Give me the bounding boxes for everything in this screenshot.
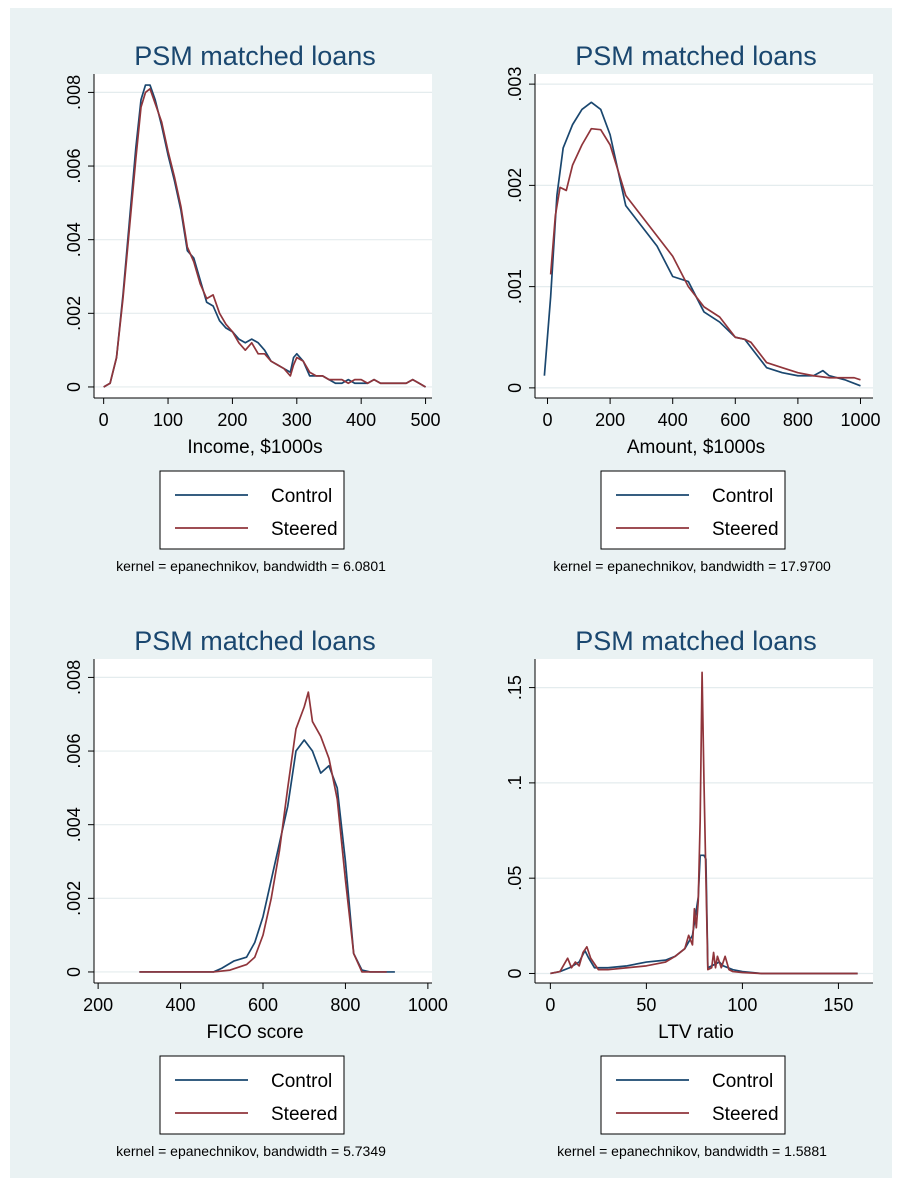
x-tick-label: 400 — [166, 995, 196, 1015]
series-line-steered — [139, 691, 387, 973]
y-tick-label: .006 — [64, 734, 84, 769]
chart-title: PSM matched loans — [134, 626, 376, 656]
figure-background: PSM matched loans 0 .002 .004 .006 .008 0 100 20… — [10, 8, 892, 1178]
series-line-control — [543, 101, 861, 387]
x-tick-label: 400 — [658, 410, 688, 430]
y-tick-label: .1 — [505, 775, 525, 790]
x-tick-label: 0 — [99, 410, 109, 430]
legend-label-steered: Steered — [712, 1104, 779, 1125]
y-tick-label: 0 — [505, 383, 525, 393]
chart-panel-income: PSM matched loans 0 .002 .004 .006 .008 0 100 20… — [10, 8, 451, 593]
x-tick-label: 600 — [248, 995, 278, 1015]
plot-area — [94, 659, 432, 983]
chart-svg-amount: PSM matched loans 0 .001 .002 .003 0 200 400 600… — [505, 41, 881, 574]
chart-panel-ltv: PSM matched loans 0 .05 .1 .15 0 50 100 150 LTV r… — [451, 593, 892, 1178]
x-tick-label: 1000 — [840, 410, 880, 430]
y-tick-label: .001 — [505, 269, 525, 304]
y-tick-label: 0 — [64, 382, 84, 392]
plot-area — [94, 74, 432, 398]
chart-panel-fico: PSM matched loans 0 .002 .004 .006 .008 200 400… — [10, 593, 451, 1178]
y-tick-label: .004 — [64, 222, 84, 257]
legend-label-control: Control — [271, 1071, 332, 1092]
x-tick-label: 400 — [346, 410, 376, 430]
legend-label-control: Control — [712, 486, 773, 507]
series-line-steered — [549, 127, 861, 381]
x-tick-label: 1000 — [408, 995, 448, 1015]
y-tick-label: .05 — [505, 866, 525, 891]
plot-area — [535, 74, 873, 398]
x-tick-label: 0 — [545, 995, 555, 1015]
y-tick-label: 0 — [505, 968, 525, 978]
legend-label-steered: Steered — [712, 519, 779, 540]
x-axis-label: LTV ratio — [658, 1022, 734, 1043]
y-tick-label: .002 — [505, 168, 525, 203]
legend-box — [600, 1055, 786, 1135]
chart-title: PSM matched loans — [575, 626, 817, 656]
y-tick-label: .004 — [64, 807, 84, 842]
y-tick-label: .003 — [505, 67, 525, 102]
x-tick-label: 600 — [720, 410, 750, 430]
x-tick-label: 300 — [282, 410, 312, 430]
x-tick-label: 200 — [83, 995, 113, 1015]
y-tick-label: .002 — [64, 881, 84, 916]
legend-label-steered: Steered — [271, 1104, 338, 1125]
x-tick-label: 150 — [823, 995, 853, 1015]
x-tick-label: 800 — [330, 995, 360, 1015]
legend-label-control: Control — [271, 486, 332, 507]
x-tick-label: 100 — [153, 410, 183, 430]
legend-box — [600, 470, 786, 550]
y-tick-label: .002 — [64, 296, 84, 331]
x-tick-label: 50 — [636, 995, 656, 1015]
y-tick-label: .15 — [505, 675, 525, 700]
kernel-note: kernel = epanechnikov, bandwidth = 1.588… — [557, 1143, 827, 1159]
chart-panel-amount: PSM matched loans 0 .001 .002 .003 0 200 400 600… — [451, 8, 892, 593]
x-axis-label: FICO score — [206, 1022, 303, 1043]
series-line-steered — [103, 87, 426, 388]
y-tick-label: .008 — [64, 75, 84, 110]
x-axis-label: Amount, $1000s — [627, 437, 765, 458]
x-tick-label: 100 — [727, 995, 757, 1015]
y-tick-label: .008 — [64, 660, 84, 695]
x-tick-label: 200 — [595, 410, 625, 430]
chart-svg-ltv: PSM matched loans 0 .05 .1 .15 0 50 100 150 LTV r… — [505, 626, 873, 1159]
series-line-steered — [550, 671, 858, 975]
x-tick-label: 200 — [217, 410, 247, 430]
chart-svg-fico: PSM matched loans 0 .002 .004 .006 .008 200 400… — [64, 626, 448, 1159]
chart-title: PSM matched loans — [134, 41, 376, 71]
x-tick-label: 800 — [783, 410, 813, 430]
x-tick-label: 0 — [543, 410, 553, 430]
x-tick-label: 500 — [411, 410, 441, 430]
legend-label-steered: Steered — [271, 519, 338, 540]
legend-box — [159, 1055, 345, 1135]
legend-box — [159, 470, 345, 550]
x-axis-label: Income, $1000s — [187, 437, 322, 458]
y-tick-label: 0 — [64, 967, 84, 977]
legend-label-control: Control — [712, 1071, 773, 1092]
chart-svg-income: PSM matched loans 0 .002 .004 .006 .008 0 100 20… — [64, 41, 441, 574]
y-tick-label: .006 — [64, 149, 84, 184]
chart-title: PSM matched loans — [575, 41, 817, 71]
kernel-note: kernel = epanechnikov, bandwidth = 17.97… — [553, 558, 831, 574]
kernel-note: kernel = epanechnikov, bandwidth = 6.080… — [116, 558, 386, 574]
kernel-note: kernel = epanechnikov, bandwidth = 5.734… — [116, 1143, 386, 1159]
